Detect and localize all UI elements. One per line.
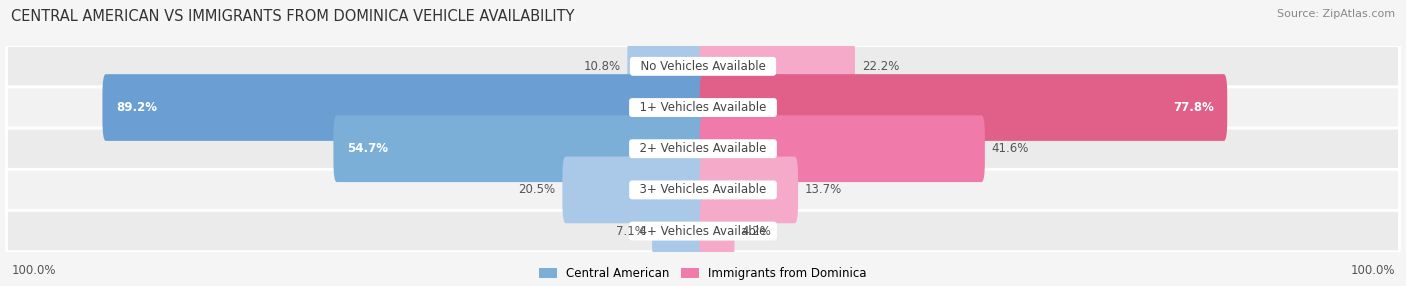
FancyBboxPatch shape — [700, 115, 984, 182]
Text: 1+ Vehicles Available: 1+ Vehicles Available — [633, 101, 773, 114]
FancyBboxPatch shape — [7, 169, 1399, 210]
FancyBboxPatch shape — [700, 198, 734, 265]
Text: 100.0%: 100.0% — [11, 265, 56, 277]
Text: 77.8%: 77.8% — [1173, 101, 1213, 114]
FancyBboxPatch shape — [700, 33, 855, 100]
FancyBboxPatch shape — [700, 156, 799, 223]
FancyBboxPatch shape — [652, 198, 706, 265]
Text: CENTRAL AMERICAN VS IMMIGRANTS FROM DOMINICA VEHICLE AVAILABILITY: CENTRAL AMERICAN VS IMMIGRANTS FROM DOMI… — [11, 9, 575, 23]
Text: 20.5%: 20.5% — [519, 183, 555, 196]
Text: 4.2%: 4.2% — [741, 225, 770, 238]
Text: 10.8%: 10.8% — [583, 60, 620, 73]
Text: 22.2%: 22.2% — [862, 60, 898, 73]
FancyBboxPatch shape — [7, 128, 1399, 169]
FancyBboxPatch shape — [627, 33, 706, 100]
Legend: Central American, Immigrants from Dominica: Central American, Immigrants from Domini… — [538, 267, 868, 280]
Text: 2+ Vehicles Available: 2+ Vehicles Available — [633, 142, 773, 155]
Text: Source: ZipAtlas.com: Source: ZipAtlas.com — [1277, 9, 1395, 19]
Text: 4+ Vehicles Available: 4+ Vehicles Available — [633, 225, 773, 238]
FancyBboxPatch shape — [562, 156, 706, 223]
FancyBboxPatch shape — [103, 74, 706, 141]
Text: 3+ Vehicles Available: 3+ Vehicles Available — [633, 183, 773, 196]
Text: 54.7%: 54.7% — [347, 142, 388, 155]
FancyBboxPatch shape — [7, 46, 1399, 87]
Text: No Vehicles Available: No Vehicles Available — [633, 60, 773, 73]
Text: 13.7%: 13.7% — [804, 183, 842, 196]
FancyBboxPatch shape — [333, 115, 706, 182]
Text: 7.1%: 7.1% — [616, 225, 645, 238]
Text: 100.0%: 100.0% — [1350, 265, 1395, 277]
FancyBboxPatch shape — [700, 74, 1227, 141]
FancyBboxPatch shape — [7, 210, 1399, 252]
FancyBboxPatch shape — [7, 87, 1399, 128]
Text: 89.2%: 89.2% — [115, 101, 157, 114]
Text: 41.6%: 41.6% — [991, 142, 1029, 155]
